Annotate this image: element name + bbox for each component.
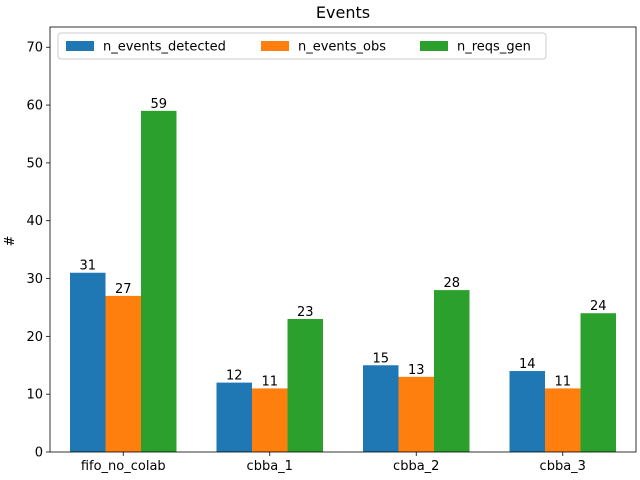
- bar-value-label: 11: [554, 374, 571, 389]
- bar-n_reqs_gen-cbba_2: [434, 290, 470, 452]
- bar-value-label: 31: [79, 259, 96, 274]
- bar-n_events_detected-cbba_2: [363, 365, 399, 452]
- bar-value-label: 13: [408, 363, 425, 378]
- bar-n_events_obs-cbba_3: [545, 388, 581, 452]
- x-tick-label: cbba_2: [393, 459, 439, 474]
- y-tick-label: 10: [26, 388, 43, 403]
- bar-value-label: 14: [519, 357, 536, 372]
- legend-label-n_events_obs: n_events_obs: [298, 40, 386, 55]
- legend: n_events_detected n_events_obs n_reqs_gen: [57, 32, 547, 60]
- bar-n_events_obs-cbba_2: [398, 376, 434, 452]
- y-tick-label: 0: [35, 446, 43, 461]
- bar-n_reqs_gen-cbba_3: [580, 313, 616, 452]
- legend-swatch-n_reqs_gen: [420, 41, 448, 51]
- bar-value-label: 24: [590, 299, 607, 314]
- plot-area: 31 27 59 fifo_no_colab 12 11 23 cbba_1 15 13 28 cbb…: [26, 26, 637, 474]
- y-axis-label: #: [3, 236, 18, 247]
- legend-swatch-n_events_detected: [66, 41, 94, 51]
- bar-n_events_detected-cbba_1: [216, 382, 252, 452]
- x-tick-label: cbba_1: [247, 459, 293, 474]
- y-tick-label: 20: [26, 330, 43, 345]
- y-tick-label: 60: [26, 99, 43, 114]
- bar-value-label: 59: [150, 97, 167, 112]
- y-tick-label: 50: [26, 156, 43, 171]
- x-tick-label: cbba_3: [540, 459, 586, 474]
- legend-label-n_reqs_gen: n_reqs_gen: [457, 40, 531, 55]
- bar-value-label: 23: [297, 305, 314, 320]
- legend-label-n_events_detected: n_events_detected: [103, 40, 226, 55]
- bar-value-label: 12: [226, 369, 243, 384]
- bar-value-label: 28: [443, 276, 460, 291]
- bar-value-label: 15: [372, 351, 389, 366]
- y-tick-label: 70: [26, 41, 43, 56]
- bar-value-label: 11: [261, 374, 278, 389]
- chart-title: Events: [316, 3, 370, 22]
- bar-n_reqs_gen-fifo_no_colab: [141, 110, 177, 452]
- bar-n_reqs_gen-cbba_1: [287, 319, 323, 452]
- bar-n_events_obs-fifo_no_colab: [105, 295, 141, 452]
- bar-value-label: 27: [115, 282, 132, 297]
- bar-n_events_detected-cbba_3: [509, 371, 545, 452]
- legend-box: [57, 32, 547, 60]
- axes-frame: [49, 26, 637, 453]
- y-tick-label: 30: [26, 272, 43, 287]
- x-tick-label: fifo_no_colab: [81, 459, 166, 474]
- legend-swatch-n_events_obs: [261, 41, 289, 51]
- bar-n_events_detected-fifo_no_colab: [70, 272, 106, 452]
- y-tick-label: 40: [26, 214, 43, 229]
- bar-n_events_obs-cbba_1: [252, 388, 288, 452]
